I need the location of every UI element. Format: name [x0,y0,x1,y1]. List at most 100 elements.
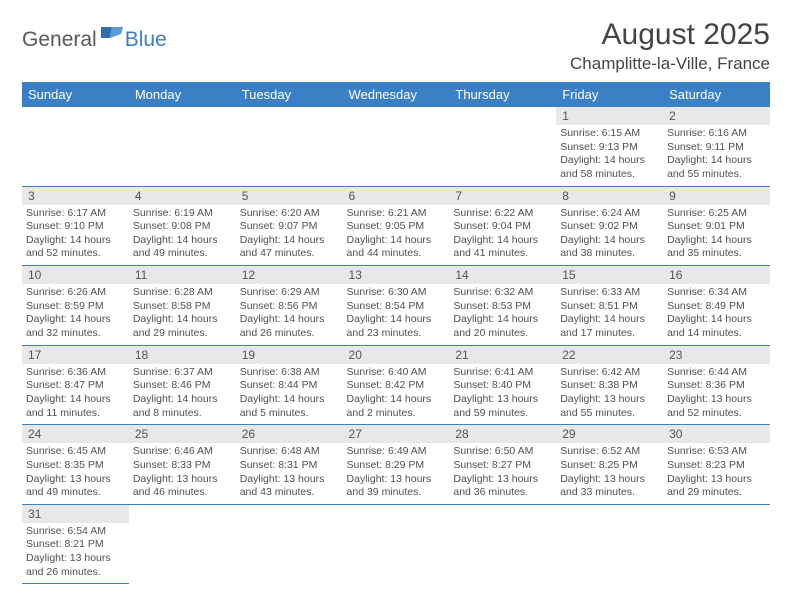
day-details: Sunrise: 6:34 AMSunset: 8:49 PMDaylight:… [663,284,770,345]
calendar-cell: 18Sunrise: 6:37 AMSunset: 8:46 PMDayligh… [129,345,236,425]
weekday-header-row: SundayMondayTuesdayWednesdayThursdayFrid… [22,82,770,107]
calendar-cell: 16Sunrise: 6:34 AMSunset: 8:49 PMDayligh… [663,266,770,346]
day-number: 7 [449,187,556,205]
calendar-cell: 7Sunrise: 6:22 AMSunset: 9:04 PMDaylight… [449,186,556,266]
calendar-cell: 21Sunrise: 6:41 AMSunset: 8:40 PMDayligh… [449,345,556,425]
day-details: Sunrise: 6:49 AMSunset: 8:29 PMDaylight:… [343,443,450,504]
day-number: 27 [343,425,450,443]
calendar-cell-empty [556,504,663,584]
calendar-cell: 4Sunrise: 6:19 AMSunset: 9:08 PMDaylight… [129,186,236,266]
day-number: 10 [22,266,129,284]
day-number: 1 [556,107,663,125]
location-text: Champlitte-la-Ville, France [570,54,770,74]
day-details: Sunrise: 6:26 AMSunset: 8:59 PMDaylight:… [22,284,129,345]
calendar-cell: 6Sunrise: 6:21 AMSunset: 9:05 PMDaylight… [343,186,450,266]
day-number: 8 [556,187,663,205]
weekday-header: Thursday [449,82,556,107]
day-number: 31 [22,505,129,523]
calendar-row: 24Sunrise: 6:45 AMSunset: 8:35 PMDayligh… [22,425,770,505]
day-details: Sunrise: 6:33 AMSunset: 8:51 PMDaylight:… [556,284,663,345]
calendar-cell-empty [449,107,556,186]
month-title: August 2025 [570,18,770,52]
calendar-cell-empty [236,107,343,186]
day-number: 14 [449,266,556,284]
calendar-cell: 23Sunrise: 6:44 AMSunset: 8:36 PMDayligh… [663,345,770,425]
calendar-cell-empty [236,504,343,584]
day-number: 25 [129,425,236,443]
day-details: Sunrise: 6:41 AMSunset: 8:40 PMDaylight:… [449,364,556,425]
weekday-header: Tuesday [236,82,343,107]
day-details: Sunrise: 6:50 AMSunset: 8:27 PMDaylight:… [449,443,556,504]
calendar-cell-empty [343,107,450,186]
calendar-cell: 26Sunrise: 6:48 AMSunset: 8:31 PMDayligh… [236,425,343,505]
day-details: Sunrise: 6:53 AMSunset: 8:23 PMDaylight:… [663,443,770,504]
logo-general-text: General [22,28,97,52]
day-details: Sunrise: 6:45 AMSunset: 8:35 PMDaylight:… [22,443,129,504]
day-number: 24 [22,425,129,443]
day-details: Sunrise: 6:28 AMSunset: 8:58 PMDaylight:… [129,284,236,345]
day-number: 4 [129,187,236,205]
day-number: 21 [449,346,556,364]
logo-blue-text: Blue [125,28,167,52]
day-number: 23 [663,346,770,364]
day-details: Sunrise: 6:22 AMSunset: 9:04 PMDaylight:… [449,205,556,266]
calendar-cell: 8Sunrise: 6:24 AMSunset: 9:02 PMDaylight… [556,186,663,266]
calendar-cell: 3Sunrise: 6:17 AMSunset: 9:10 PMDaylight… [22,186,129,266]
calendar-cell: 9Sunrise: 6:25 AMSunset: 9:01 PMDaylight… [663,186,770,266]
day-number: 18 [129,346,236,364]
calendar-cell: 24Sunrise: 6:45 AMSunset: 8:35 PMDayligh… [22,425,129,505]
day-details: Sunrise: 6:19 AMSunset: 9:08 PMDaylight:… [129,205,236,266]
calendar-row: 17Sunrise: 6:36 AMSunset: 8:47 PMDayligh… [22,345,770,425]
day-details: Sunrise: 6:38 AMSunset: 8:44 PMDaylight:… [236,364,343,425]
day-number: 19 [236,346,343,364]
day-number: 5 [236,187,343,205]
calendar-cell-empty [129,504,236,584]
calendar-table: SundayMondayTuesdayWednesdayThursdayFrid… [22,82,770,584]
calendar-cell: 1Sunrise: 6:15 AMSunset: 9:13 PMDaylight… [556,107,663,186]
weekday-header: Saturday [663,82,770,107]
weekday-header: Monday [129,82,236,107]
day-details: Sunrise: 6:54 AMSunset: 8:21 PMDaylight:… [22,523,129,584]
calendar-cell: 29Sunrise: 6:52 AMSunset: 8:25 PMDayligh… [556,425,663,505]
day-details: Sunrise: 6:21 AMSunset: 9:05 PMDaylight:… [343,205,450,266]
calendar-cell-empty [663,504,770,584]
calendar-row: 31Sunrise: 6:54 AMSunset: 8:21 PMDayligh… [22,504,770,584]
calendar-cell: 14Sunrise: 6:32 AMSunset: 8:53 PMDayligh… [449,266,556,346]
calendar-body: 1Sunrise: 6:15 AMSunset: 9:13 PMDaylight… [22,107,770,584]
day-details: Sunrise: 6:36 AMSunset: 8:47 PMDaylight:… [22,364,129,425]
day-number: 28 [449,425,556,443]
calendar-cell: 30Sunrise: 6:53 AMSunset: 8:23 PMDayligh… [663,425,770,505]
day-number: 20 [343,346,450,364]
logo-flag-icon [101,24,123,45]
day-details: Sunrise: 6:20 AMSunset: 9:07 PMDaylight:… [236,205,343,266]
calendar-cell: 22Sunrise: 6:42 AMSunset: 8:38 PMDayligh… [556,345,663,425]
header: General Blue August 2025 Champlitte-la-V… [22,18,770,74]
day-number: 22 [556,346,663,364]
day-number: 29 [556,425,663,443]
calendar-cell: 17Sunrise: 6:36 AMSunset: 8:47 PMDayligh… [22,345,129,425]
day-number: 17 [22,346,129,364]
calendar-cell: 10Sunrise: 6:26 AMSunset: 8:59 PMDayligh… [22,266,129,346]
day-details: Sunrise: 6:29 AMSunset: 8:56 PMDaylight:… [236,284,343,345]
day-details: Sunrise: 6:37 AMSunset: 8:46 PMDaylight:… [129,364,236,425]
calendar-cell: 19Sunrise: 6:38 AMSunset: 8:44 PMDayligh… [236,345,343,425]
day-number: 15 [556,266,663,284]
calendar-cell-empty [129,107,236,186]
weekday-header: Wednesday [343,82,450,107]
calendar-cell: 15Sunrise: 6:33 AMSunset: 8:51 PMDayligh… [556,266,663,346]
calendar-cell: 20Sunrise: 6:40 AMSunset: 8:42 PMDayligh… [343,345,450,425]
day-number: 6 [343,187,450,205]
calendar-cell: 13Sunrise: 6:30 AMSunset: 8:54 PMDayligh… [343,266,450,346]
weekday-header: Friday [556,82,663,107]
calendar-cell: 27Sunrise: 6:49 AMSunset: 8:29 PMDayligh… [343,425,450,505]
calendar-cell: 12Sunrise: 6:29 AMSunset: 8:56 PMDayligh… [236,266,343,346]
calendar-cell: 5Sunrise: 6:20 AMSunset: 9:07 PMDaylight… [236,186,343,266]
calendar-cell: 28Sunrise: 6:50 AMSunset: 8:27 PMDayligh… [449,425,556,505]
weekday-header: Sunday [22,82,129,107]
day-number: 30 [663,425,770,443]
day-details: Sunrise: 6:17 AMSunset: 9:10 PMDaylight:… [22,205,129,266]
logo: General Blue [22,18,167,55]
calendar-cell-empty [22,107,129,186]
day-number: 16 [663,266,770,284]
calendar-cell-empty [343,504,450,584]
